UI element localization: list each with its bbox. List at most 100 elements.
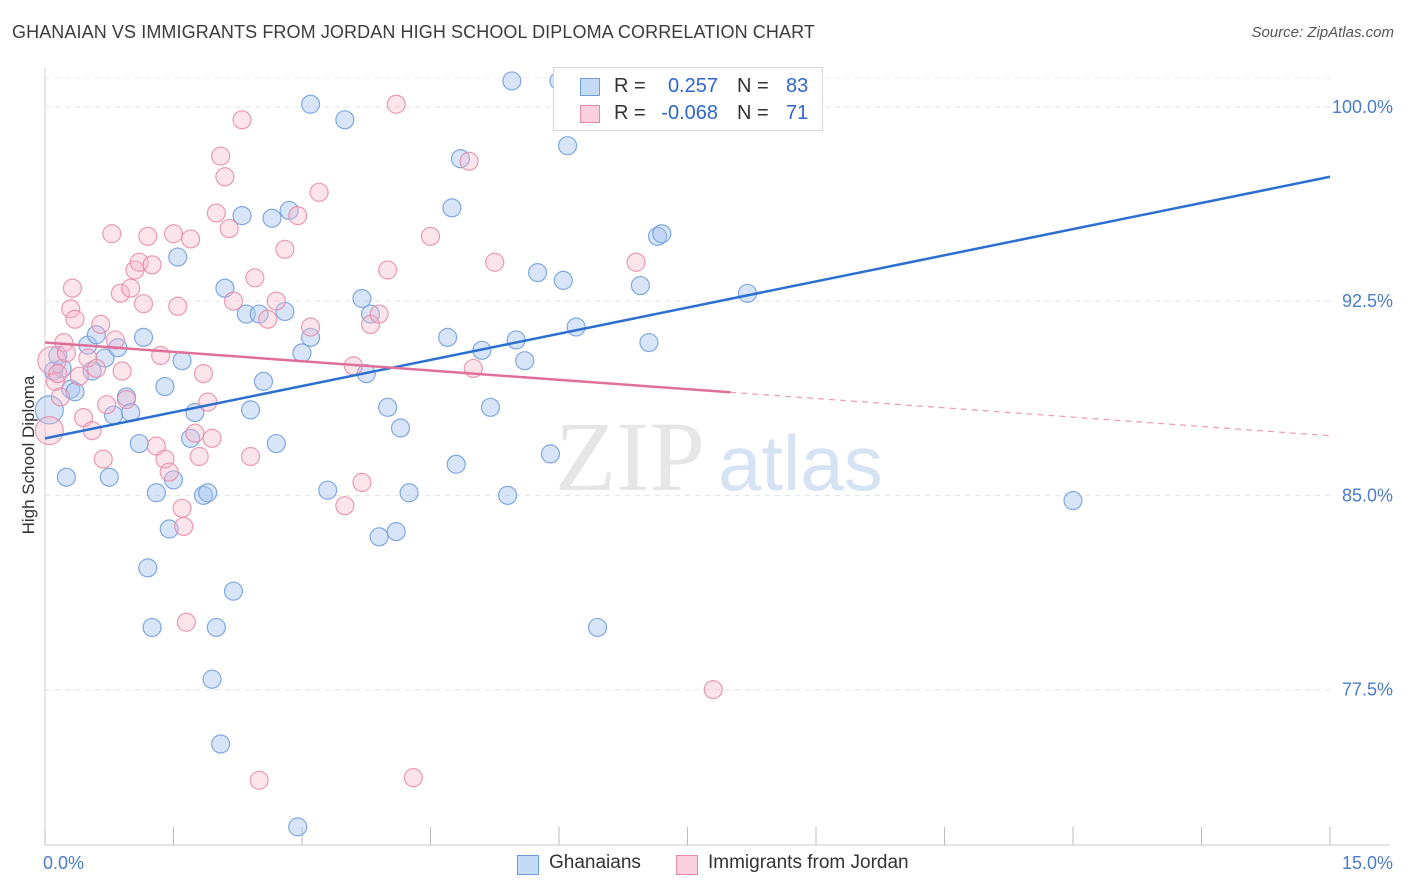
bottom-legend-label-ghanaians: Ghanaians bbox=[549, 852, 641, 873]
point-jordan bbox=[275, 239, 295, 259]
y-tick-label: 100.0% bbox=[1332, 97, 1393, 117]
point-ghanaians bbox=[442, 198, 462, 218]
point-ghanaians bbox=[142, 617, 162, 638]
point-ghanaians bbox=[65, 382, 85, 402]
axes bbox=[44, 68, 1390, 846]
point-ghanaians bbox=[335, 110, 355, 130]
point-ghanaians bbox=[129, 433, 149, 454]
point-ghanaians bbox=[399, 483, 419, 503]
point-ghanaians bbox=[527, 263, 548, 283]
point-ghanaians bbox=[223, 581, 244, 601]
point-ghanaians bbox=[86, 325, 107, 345]
point-jordan bbox=[386, 94, 406, 114]
point-ghanaians bbox=[352, 288, 372, 309]
point-jordan bbox=[211, 146, 231, 166]
y-tick-label: 77.5% bbox=[1342, 680, 1393, 700]
bottom-legend-swatch-ghanaians bbox=[517, 855, 539, 875]
point-jordan bbox=[69, 366, 89, 386]
point-ghanaians bbox=[438, 327, 458, 347]
point-ghanaians bbox=[390, 418, 411, 438]
point-jordan bbox=[309, 182, 329, 202]
point-jordan bbox=[163, 224, 184, 244]
point-ghanaians bbox=[502, 71, 522, 91]
point-ghanaians bbox=[566, 317, 586, 337]
point-ghanaians bbox=[138, 558, 158, 578]
point-jordan bbox=[102, 224, 122, 244]
point-ghanaians bbox=[133, 327, 154, 347]
point-ghanaians bbox=[639, 332, 659, 353]
point-jordan bbox=[61, 299, 81, 319]
trend-line-jordan-extension bbox=[730, 391, 1331, 437]
point-jordan bbox=[266, 291, 286, 311]
point-jordan bbox=[189, 446, 209, 467]
point-ghanaians bbox=[206, 617, 226, 638]
point-jordan bbox=[91, 314, 111, 335]
legend-r-label: R = bbox=[614, 75, 646, 97]
legend-n-label: N = bbox=[737, 75, 769, 97]
trend-line-jordan bbox=[44, 341, 731, 394]
point-jordan bbox=[37, 346, 67, 376]
point-ghanaians bbox=[262, 208, 282, 228]
point-ghanaians bbox=[369, 527, 389, 547]
chart-title: GHANAIAN VS IMMIGRANTS FROM JORDAN HIGH … bbox=[12, 22, 815, 42]
point-jordan bbox=[335, 496, 355, 516]
point-ghanaians bbox=[266, 433, 286, 454]
point-jordan bbox=[110, 283, 130, 303]
point-ghanaians bbox=[288, 817, 308, 837]
point-jordan bbox=[241, 446, 261, 467]
point-jordan bbox=[174, 516, 194, 537]
legend-r-value: -0.068 bbox=[661, 102, 718, 124]
point-jordan bbox=[133, 294, 154, 314]
point-jordan bbox=[258, 309, 278, 329]
point-ghanaians bbox=[34, 395, 64, 425]
point-ghanaians bbox=[1063, 490, 1083, 511]
point-jordan bbox=[185, 423, 205, 443]
point-jordan bbox=[56, 343, 77, 363]
point-ghanaians bbox=[553, 270, 573, 290]
tick-labels: 100.0% 92.5% 85.0% 77.5% 0.0% 15.0% bbox=[43, 97, 1393, 873]
point-ghanaians bbox=[540, 444, 561, 464]
point-jordan bbox=[215, 167, 235, 187]
point-ghanaians bbox=[446, 454, 466, 474]
point-jordan bbox=[459, 151, 479, 171]
point-ghanaians bbox=[159, 519, 179, 539]
x-tick-label: 0.0% bbox=[43, 853, 84, 873]
watermark-atlas: atlas bbox=[718, 419, 883, 507]
point-ghanaians bbox=[211, 734, 231, 754]
point-jordan bbox=[703, 679, 723, 700]
point-ghanaians bbox=[300, 327, 321, 347]
legend-n-value: 83 bbox=[786, 75, 809, 97]
point-jordan bbox=[34, 416, 64, 446]
point-jordan bbox=[65, 309, 85, 329]
legend-r-value: 0.257 bbox=[667, 75, 718, 97]
trend-line-ghanaians bbox=[44, 175, 1331, 440]
point-ghanaians bbox=[155, 376, 175, 397]
point-jordan bbox=[300, 317, 321, 337]
legend-swatch-jordan bbox=[580, 105, 600, 123]
point-jordan bbox=[151, 345, 171, 366]
watermark-zip: ZIP bbox=[555, 401, 705, 512]
point-jordan bbox=[93, 449, 113, 469]
point-ghanaians bbox=[172, 351, 192, 371]
point-ghanaians bbox=[498, 485, 518, 505]
point-jordan bbox=[193, 364, 214, 384]
point-ghanaians bbox=[515, 351, 535, 371]
source-credit: Source: ZipAtlas.com bbox=[1251, 24, 1394, 41]
point-ghanaians bbox=[202, 669, 222, 689]
point-jordan bbox=[62, 278, 83, 298]
point-jordan bbox=[48, 364, 68, 384]
point-jordan bbox=[219, 218, 239, 239]
point-jordan bbox=[105, 330, 125, 350]
legend-r-label: R = bbox=[614, 102, 646, 124]
point-jordan bbox=[202, 428, 222, 448]
point-jordan bbox=[249, 770, 269, 790]
point-jordan bbox=[198, 392, 218, 412]
point-jordan bbox=[378, 260, 398, 280]
point-jordan bbox=[369, 304, 389, 324]
point-jordan bbox=[420, 226, 441, 246]
point-ghanaians bbox=[146, 483, 166, 503]
point-jordan bbox=[626, 252, 646, 272]
point-jordan bbox=[121, 278, 141, 298]
legend-row-ghanaians: R = 0.257 N = 83 bbox=[554, 73, 822, 101]
